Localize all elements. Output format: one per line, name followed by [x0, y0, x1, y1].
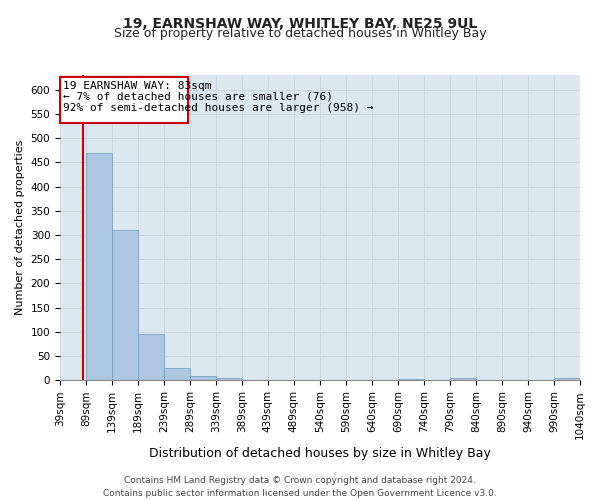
Text: Contains HM Land Registry data © Crown copyright and database right 2024.
Contai: Contains HM Land Registry data © Crown c…: [103, 476, 497, 498]
Text: Size of property relative to detached houses in Whitley Bay: Size of property relative to detached ho…: [113, 28, 487, 40]
Bar: [216, 378, 242, 380]
X-axis label: Distribution of detached houses by size in Whitley Bay: Distribution of detached houses by size …: [149, 447, 491, 460]
Bar: [86, 152, 112, 380]
Bar: [164, 368, 190, 380]
Text: 92% of semi-detached houses are larger (958) →: 92% of semi-detached houses are larger (…: [62, 102, 373, 113]
FancyBboxPatch shape: [60, 78, 188, 124]
Bar: [554, 378, 580, 380]
Text: 19, EARNSHAW WAY, WHITLEY BAY, NE25 9UL: 19, EARNSHAW WAY, WHITLEY BAY, NE25 9UL: [123, 18, 477, 32]
Y-axis label: Number of detached properties: Number of detached properties: [15, 140, 25, 316]
Text: 19 EARNSHAW WAY: 83sqm: 19 EARNSHAW WAY: 83sqm: [62, 82, 211, 92]
Bar: [138, 334, 164, 380]
Bar: [398, 378, 424, 380]
Bar: [450, 378, 476, 380]
Bar: [190, 376, 216, 380]
Bar: [112, 230, 138, 380]
Text: ← 7% of detached houses are smaller (76): ← 7% of detached houses are smaller (76): [62, 92, 332, 102]
